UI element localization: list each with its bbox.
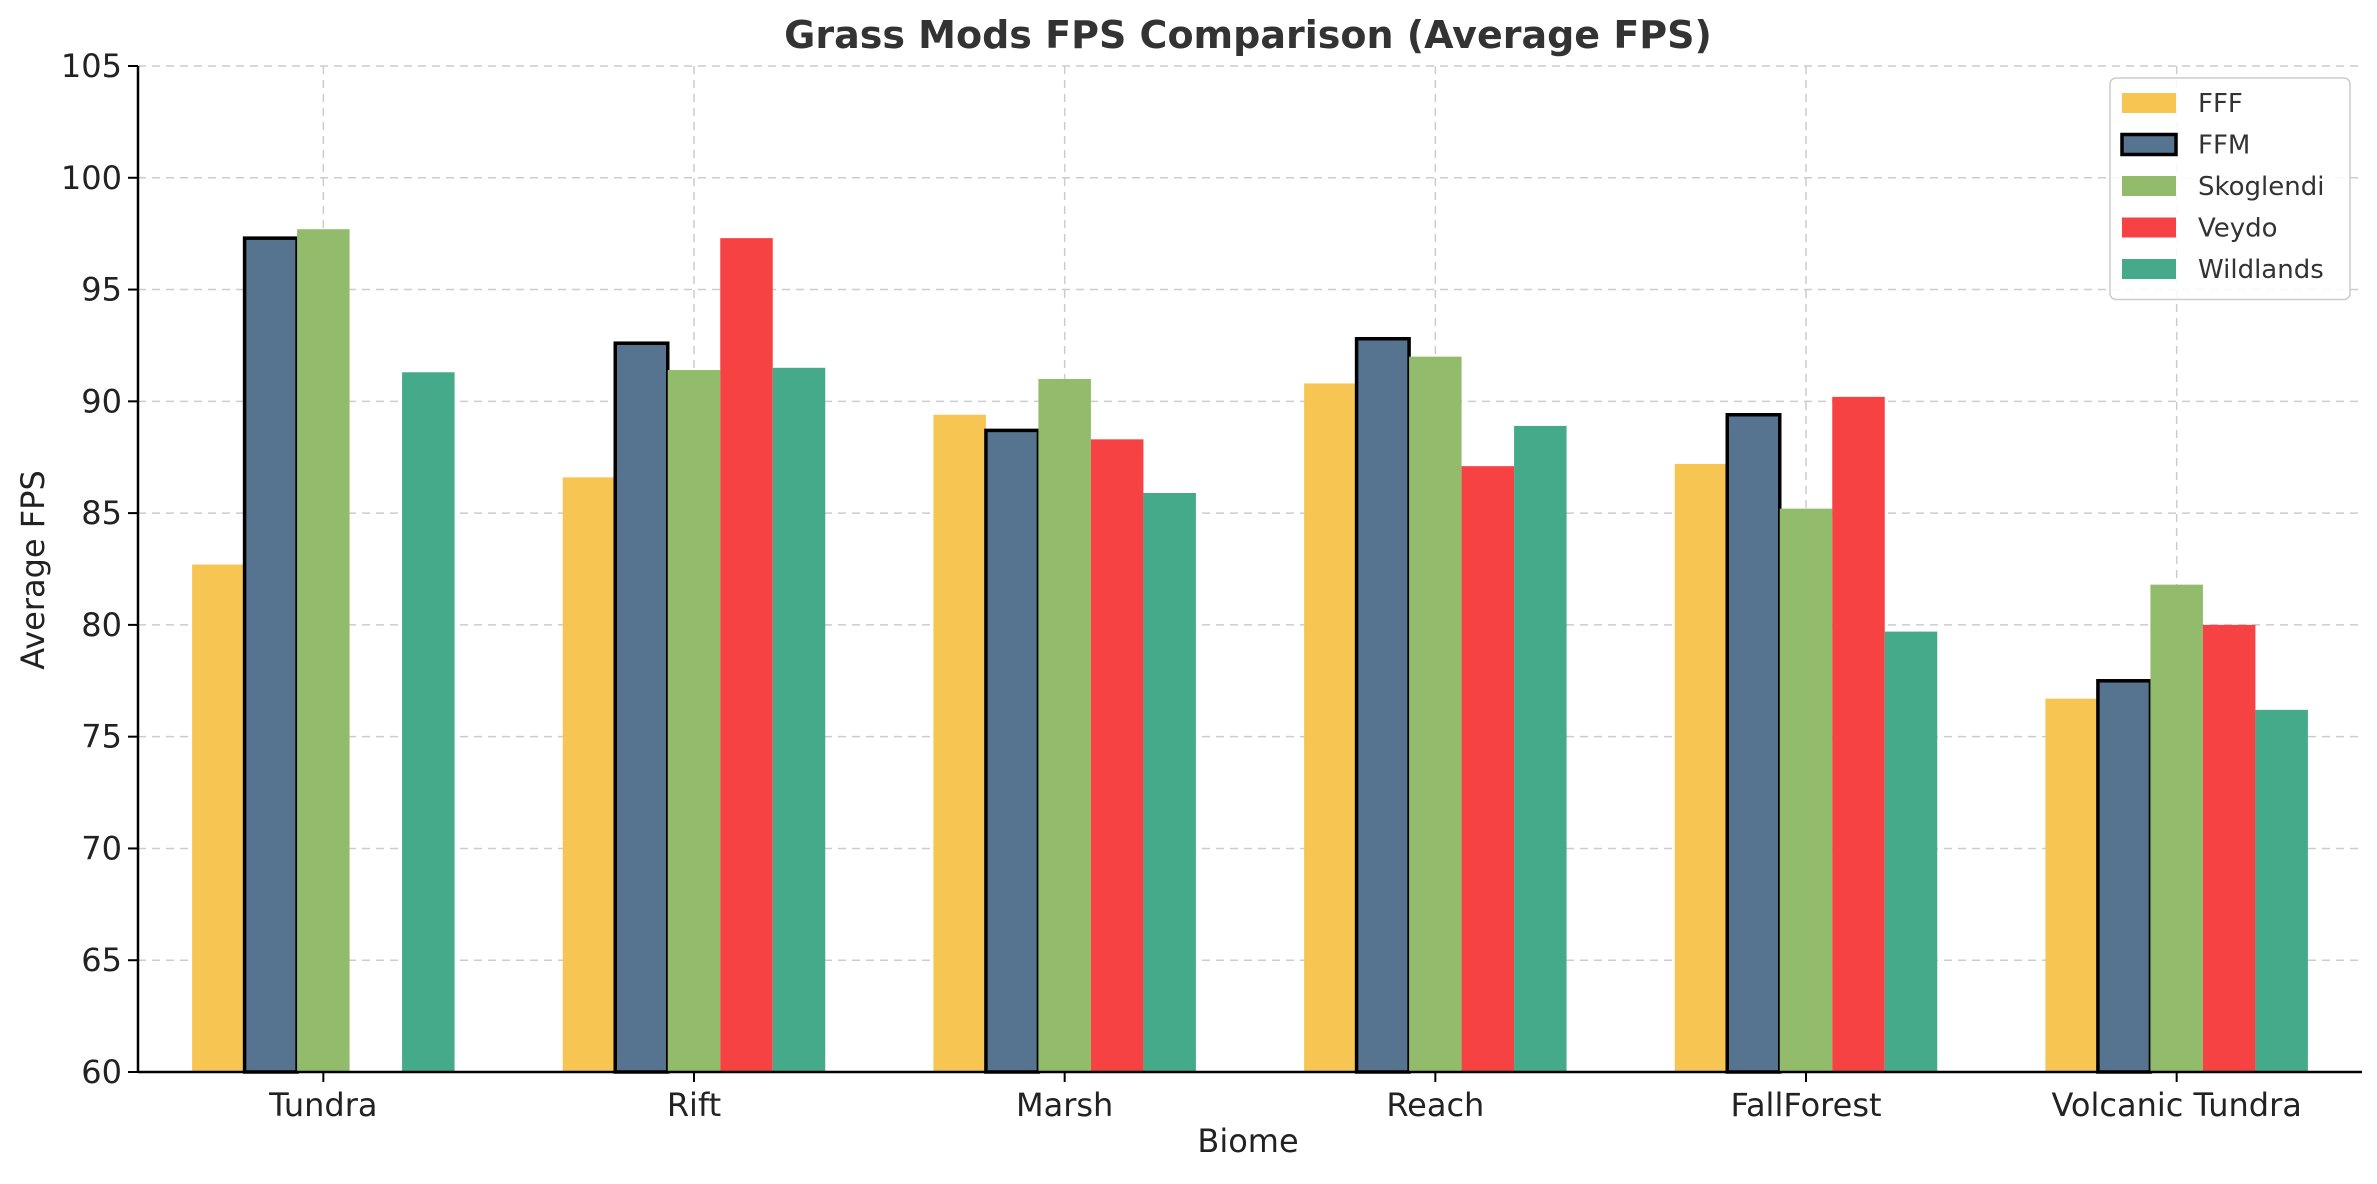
bar-wildlands-volcanic-tundra (2255, 709, 2308, 1072)
bar-wildlands-fallforest (1884, 631, 1938, 1072)
legend-label: FFM (2198, 131, 2250, 161)
bar-ffm-reach (1354, 336, 1411, 1074)
bar-ffm-fallforest (1725, 412, 1782, 1074)
bar-skoglendi-reach (1409, 356, 1462, 1073)
bar-ffm-volcanic-tundra (2096, 679, 2153, 1074)
bar-fff-fallforest (1674, 463, 1728, 1072)
bar-ffm-rift (613, 341, 670, 1074)
legend-label: Wildlands (2198, 255, 2324, 285)
bar-wildlands-reach (1514, 425, 1567, 1072)
legend-label: Veydo (2198, 214, 2278, 244)
bar-skoglendi-tundra (297, 229, 350, 1072)
bar-skoglendi-volcanic-tundra (2150, 584, 2203, 1072)
axes-layer: 60 65 70 75 80 85 90 95 100 105 Tundra Rift Marsh Rea… (61, 47, 2362, 1124)
grid-layer (138, 65, 2362, 1073)
x-axis-label: Biome (1197, 1122, 1298, 1160)
bar-fff-tundra (192, 564, 245, 1072)
y-tick-label: 75 (81, 718, 122, 756)
y-tick-label: 95 (81, 271, 122, 309)
legend-swatch (2122, 217, 2176, 238)
y-tick-label: 80 (81, 606, 122, 644)
x-tick-label: Rift (667, 1086, 721, 1124)
bar-ffm-marsh (984, 428, 1041, 1074)
x-tick-label: Tundra (268, 1086, 377, 1124)
y-tick-label: 70 (81, 829, 122, 867)
y-tick-label: 90 (81, 382, 122, 420)
y-tick-label: 60 (81, 1053, 122, 1091)
bar-veydo-marsh (1090, 439, 1144, 1072)
x-tick-label: Reach (1386, 1086, 1484, 1124)
bar-veydo-fallforest (1832, 396, 1885, 1073)
legend-swatch (2122, 259, 2176, 279)
bar-skoglendi-marsh (1038, 378, 1091, 1072)
x-tick-label: Marsh (1016, 1086, 1113, 1124)
y-tick-label: 65 (81, 941, 122, 979)
bar-skoglendi-fallforest (1779, 508, 1833, 1072)
bar-wildlands-rift (772, 367, 826, 1072)
legend-swatch (2120, 132, 2178, 157)
y-tick-label: 100 (61, 159, 122, 197)
bar-veydo-volcanic-tundra (2202, 624, 2256, 1072)
legend-swatch (2122, 93, 2176, 113)
y-axis-label: Average FPS (14, 470, 52, 670)
x-tick-label: Volcanic Tundra (2051, 1086, 2301, 1124)
chart-title: Grass Mods FPS Comparison (Average FPS) (784, 13, 1712, 57)
legend-swatch (2122, 176, 2176, 196)
bar-wildlands-tundra (402, 372, 455, 1072)
legend-label: Skoglendi (2198, 172, 2324, 202)
y-tick-label: 105 (61, 47, 122, 85)
bar-veydo-rift (720, 238, 773, 1073)
x-tick-label: FallForest (1730, 1086, 1881, 1124)
legend: FFF FFM Skoglendi Veydo Wildlands (2109, 77, 2351, 301)
y-tick-label: 85 (81, 494, 122, 532)
bar-veydo-reach (1461, 466, 1515, 1073)
bar-ffm-tundra (242, 236, 299, 1074)
bar-wildlands-marsh (1143, 492, 1196, 1073)
bar-fff-volcanic-tundra (2045, 698, 2098, 1072)
bar-skoglendi-rift (667, 370, 721, 1073)
bar-fff-rift (562, 477, 616, 1072)
bar-fff-marsh (933, 414, 986, 1072)
legend-label: FFF (2198, 89, 2243, 119)
bars-layer (192, 229, 2308, 1074)
bar-fff-reach (1304, 383, 1357, 1073)
